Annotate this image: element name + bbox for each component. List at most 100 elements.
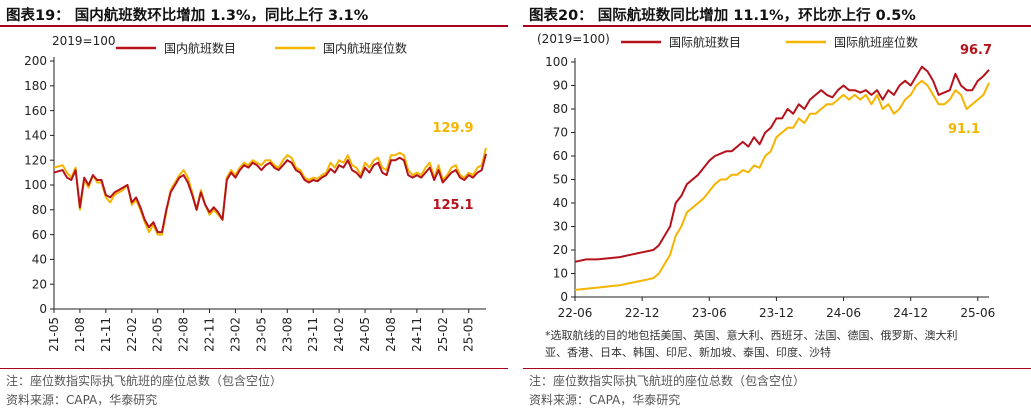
data-point — [737, 146, 738, 147]
data-point — [421, 177, 422, 178]
footer-rule — [523, 368, 1031, 369]
data-point — [248, 167, 249, 168]
data-point — [988, 69, 989, 70]
data-point — [877, 94, 878, 95]
data-point — [356, 167, 357, 168]
data-point — [933, 80, 934, 81]
series-line-2 — [53, 147, 487, 236]
data-point — [776, 137, 777, 138]
data-point — [815, 94, 816, 95]
data-point — [196, 209, 197, 210]
y-tick-label: 100 — [545, 55, 568, 69]
data-point — [905, 99, 906, 100]
data-point — [53, 167, 54, 168]
data-point — [62, 170, 63, 171]
data-point — [933, 94, 934, 95]
base-label: 2019=100 — [52, 34, 116, 48]
y-tick-label: 40 — [32, 253, 47, 267]
data-point — [460, 177, 461, 178]
data-point — [653, 249, 654, 250]
data-point — [131, 204, 132, 205]
chart-panel-international: 图表20： 国际航班数同比增加 11.1%，环比亦上行 0.5% (2019=1… — [523, 0, 1031, 412]
data-point — [123, 189, 124, 190]
x-tick-label: 23-11 — [306, 317, 320, 352]
data-point — [71, 179, 72, 180]
data-point — [955, 90, 956, 91]
data-point — [809, 99, 810, 100]
data-point — [765, 132, 766, 133]
data-point — [731, 151, 732, 152]
data-point — [218, 212, 219, 213]
data-point — [455, 170, 456, 171]
data-point — [843, 85, 844, 86]
data-point — [373, 160, 374, 161]
data-point — [213, 209, 214, 210]
data-point — [170, 192, 171, 193]
data-point — [481, 170, 482, 171]
data-point — [447, 177, 448, 178]
data-point — [877, 90, 878, 91]
data-point — [468, 175, 469, 176]
data-point — [574, 261, 575, 262]
y-tick-label: 60 — [32, 228, 47, 242]
data-point — [630, 282, 631, 283]
data-point — [261, 170, 262, 171]
data-point — [477, 172, 478, 173]
data-point — [352, 170, 353, 171]
x-tick-label: 24-12 — [893, 306, 928, 320]
value-annotation: 129.9 — [432, 121, 473, 136]
data-point — [815, 113, 816, 114]
y-tick-label: 200 — [24, 54, 47, 68]
data-point — [899, 108, 900, 109]
data-point — [916, 76, 917, 77]
data-point — [364, 167, 365, 168]
data-point — [726, 151, 727, 152]
data-point — [670, 254, 671, 255]
data-point — [403, 155, 404, 156]
data-point — [412, 177, 413, 178]
data-point — [451, 167, 452, 168]
data-point — [972, 90, 973, 91]
data-point — [97, 179, 98, 180]
data-point — [720, 179, 721, 180]
data-point — [966, 90, 967, 91]
data-point — [153, 222, 154, 223]
legend-label-2: 国内航班座位数 — [323, 41, 407, 56]
data-point — [809, 113, 810, 114]
data-point — [144, 219, 145, 220]
data-point — [377, 157, 378, 158]
data-point — [408, 175, 409, 176]
data-point — [472, 177, 473, 178]
value-annotation: 91.1 — [948, 122, 980, 137]
data-point — [161, 234, 162, 235]
data-point — [759, 144, 760, 145]
data-point — [910, 85, 911, 86]
data-point — [157, 232, 158, 233]
data-point — [209, 212, 210, 213]
data-point — [114, 192, 115, 193]
data-point — [88, 184, 89, 185]
data-point — [244, 165, 245, 166]
data-point — [395, 155, 396, 156]
data-point — [731, 174, 732, 175]
data-point — [295, 170, 296, 171]
data-point — [619, 257, 620, 258]
data-point — [692, 179, 693, 180]
data-point — [804, 123, 805, 124]
data-point — [75, 170, 76, 171]
data-point — [451, 172, 452, 173]
data-point — [118, 189, 119, 190]
data-point — [910, 94, 911, 95]
data-point — [882, 108, 883, 109]
data-point — [300, 170, 301, 171]
data-point — [252, 162, 253, 163]
data-point — [675, 202, 676, 203]
data-point — [166, 209, 167, 210]
x-tick-label: 23-12 — [759, 306, 794, 320]
y-tick-label: 30 — [553, 220, 568, 234]
x-tick-label: 23-06 — [692, 306, 727, 320]
data-point — [753, 137, 754, 138]
series-line-1 — [574, 65, 990, 263]
data-point — [455, 165, 456, 166]
chart-international: (2019=100) 国际航班数目 国际航班座位数 0 10 20 30 40 50 60 70 80… — [537, 32, 995, 359]
